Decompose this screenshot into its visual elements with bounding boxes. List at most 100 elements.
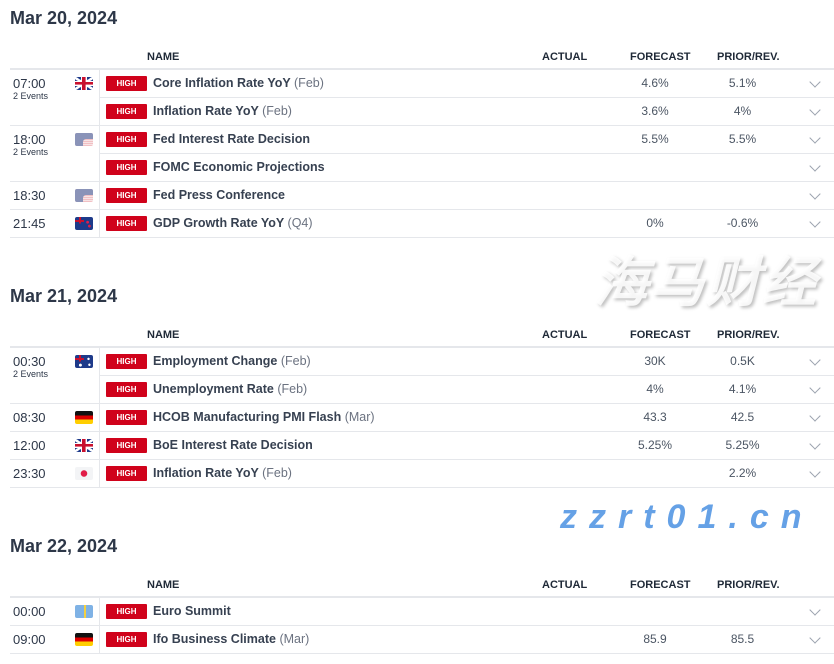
forecast-value: 3.6% xyxy=(641,104,669,118)
event-row[interactable]: 07:00 2 Events HIGH Core Inflation Rate YoY… xyxy=(10,70,834,101)
event-title: Unemployment Rate xyxy=(153,382,274,396)
column-divider xyxy=(99,210,100,238)
prior-value: 4% xyxy=(733,104,752,118)
flag-de-icon xyxy=(75,411,93,424)
prior-value: 2.2% xyxy=(728,466,757,480)
event-row[interactable]: 23:30 HIGH Inflation Rate YoY (Feb) 2.2% xyxy=(10,460,834,488)
chevron-down-icon[interactable] xyxy=(809,216,821,228)
row-divider xyxy=(99,153,834,154)
event-period: (Feb) xyxy=(262,104,292,118)
event-name[interactable]: Ifo Business Climate (Mar) xyxy=(153,632,309,646)
chevron-down-icon[interactable] xyxy=(809,382,821,394)
impact-badge: HIGH xyxy=(106,132,147,147)
impact-badge: HIGH xyxy=(106,76,147,91)
column-header-forecast[interactable]: FORECAST xyxy=(630,329,691,341)
prior-value: 5.1% xyxy=(728,76,757,90)
event-row[interactable]: 12:00 HIGH BoE Interest Rate Decision 5.25%… xyxy=(10,432,834,460)
chevron-down-icon[interactable] xyxy=(809,188,821,200)
column-header-forecast[interactable]: FORECAST xyxy=(630,579,691,591)
flag-au-icon xyxy=(75,355,93,368)
flag-jp-icon xyxy=(75,467,93,480)
chevron-down-icon[interactable] xyxy=(809,410,821,422)
event-name[interactable]: Euro Summit xyxy=(153,604,231,618)
event-time: 07:00 xyxy=(13,76,46,91)
column-divider xyxy=(99,626,100,654)
event-row[interactable]: HIGH Unemployment Rate (Feb) 4% 4.1% xyxy=(10,376,834,404)
column-header-name[interactable]: NAME xyxy=(147,329,180,341)
event-title: Inflation Rate YoY xyxy=(153,466,259,480)
column-divider xyxy=(99,126,100,182)
column-header-name[interactable]: NAME xyxy=(147,51,180,63)
event-period: (Mar) xyxy=(279,632,310,646)
column-header-name[interactable]: NAME xyxy=(147,579,180,591)
event-name[interactable]: BoE Interest Rate Decision xyxy=(153,438,313,452)
impact-badge: HIGH xyxy=(106,604,147,619)
event-name[interactable]: Unemployment Rate (Feb) xyxy=(153,382,307,396)
event-title: Inflation Rate YoY xyxy=(153,104,259,118)
column-header-prior[interactable]: PRIOR/REV. xyxy=(717,579,780,591)
event-name[interactable]: FOMC Economic Projections xyxy=(153,160,325,174)
event-group: 00:30 2 Events HIGH Employment Change (Feb)… xyxy=(10,348,834,404)
row-divider xyxy=(10,125,834,126)
row-divider xyxy=(10,403,834,404)
chevron-down-icon[interactable] xyxy=(809,604,821,616)
event-row[interactable]: 08:30 HIGH HCOB Manufacturing PMI Flash (M… xyxy=(10,404,834,432)
column-header-actual[interactable]: ACTUAL xyxy=(542,51,588,63)
forecast-value: 5.25% xyxy=(637,438,673,452)
event-row[interactable]: 00:00 HIGH Euro Summit xyxy=(10,598,834,626)
chevron-down-icon[interactable] xyxy=(809,160,821,172)
chevron-down-icon[interactable] xyxy=(809,354,821,366)
event-name[interactable]: HCOB Manufacturing PMI Flash (Mar) xyxy=(153,410,375,424)
chevron-down-icon[interactable] xyxy=(809,76,821,88)
chevron-down-icon[interactable] xyxy=(809,132,821,144)
event-period: (Feb) xyxy=(262,466,292,480)
date-heading: Mar 21, 2024 xyxy=(10,286,118,306)
flag-gb-icon xyxy=(75,439,93,452)
column-header-actual[interactable]: ACTUAL xyxy=(542,329,588,341)
chevron-down-icon[interactable] xyxy=(809,104,821,116)
event-time: 18:30 xyxy=(13,188,46,203)
column-header-prior[interactable]: PRIOR/REV. xyxy=(717,329,780,341)
column-header-prior[interactable]: PRIOR/REV. xyxy=(717,51,780,63)
flag-eu-icon xyxy=(75,605,93,618)
chevron-down-icon[interactable] xyxy=(809,438,821,450)
flag-de-icon xyxy=(75,633,93,646)
event-row[interactable]: HIGH FOMC Economic Projections xyxy=(10,154,834,182)
event-name[interactable]: Inflation Rate YoY (Feb) xyxy=(153,104,292,118)
event-name[interactable]: Fed Press Conference xyxy=(153,188,285,202)
prior-value: -0.6% xyxy=(726,216,759,230)
chevron-down-icon[interactable] xyxy=(809,632,821,644)
event-time: 08:30 xyxy=(13,410,46,425)
event-row[interactable]: 00:30 2 Events HIGH Employment Change (Feb)… xyxy=(10,348,834,379)
prior-value: 0.5K xyxy=(730,354,755,368)
event-row[interactable]: 18:00 2 Events HIGH Fed Interest Rate Decis… xyxy=(10,126,834,157)
row-divider xyxy=(10,209,834,210)
event-name[interactable]: GDP Growth Rate YoY (Q4) xyxy=(153,216,313,230)
event-group: 00:00 HIGH Euro Summit xyxy=(10,598,834,626)
row-divider xyxy=(10,431,834,432)
chevron-down-icon[interactable] xyxy=(809,466,821,478)
event-period: (Feb) xyxy=(294,76,324,90)
impact-badge: HIGH xyxy=(106,466,147,481)
impact-badge: HIGH xyxy=(106,104,147,119)
event-name[interactable]: Core Inflation Rate YoY (Feb) xyxy=(153,76,324,90)
event-name[interactable]: Employment Change (Feb) xyxy=(153,354,311,368)
column-divider xyxy=(99,460,100,488)
column-header-forecast[interactable]: FORECAST xyxy=(630,51,691,63)
row-divider xyxy=(10,237,834,238)
row-divider xyxy=(99,375,834,376)
event-row[interactable]: 09:00 HIGH Ifo Business Climate (Mar) 85.9 8… xyxy=(10,626,834,654)
column-header-actual[interactable]: ACTUAL xyxy=(542,579,588,591)
event-title: Employment Change xyxy=(153,354,278,368)
event-title: HCOB Manufacturing PMI Flash xyxy=(153,410,342,424)
forecast-value: 0% xyxy=(646,216,664,230)
watermark-url: zzrt01.cn xyxy=(560,498,814,536)
event-row[interactable]: 21:45 HIGH GDP Growth Rate YoY (Q4) 0% -0.6% xyxy=(10,210,834,238)
event-row[interactable]: 18:30 HIGH Fed Press Conference xyxy=(10,182,834,210)
forecast-value: 5.5% xyxy=(641,132,669,146)
event-name[interactable]: Inflation Rate YoY (Feb) xyxy=(153,466,292,480)
forecast-value: 4% xyxy=(646,382,664,396)
row-divider xyxy=(10,181,834,182)
event-row[interactable]: HIGH Inflation Rate YoY (Feb) 3.6% 4% xyxy=(10,98,834,126)
event-name[interactable]: Fed Interest Rate Decision xyxy=(153,132,310,146)
